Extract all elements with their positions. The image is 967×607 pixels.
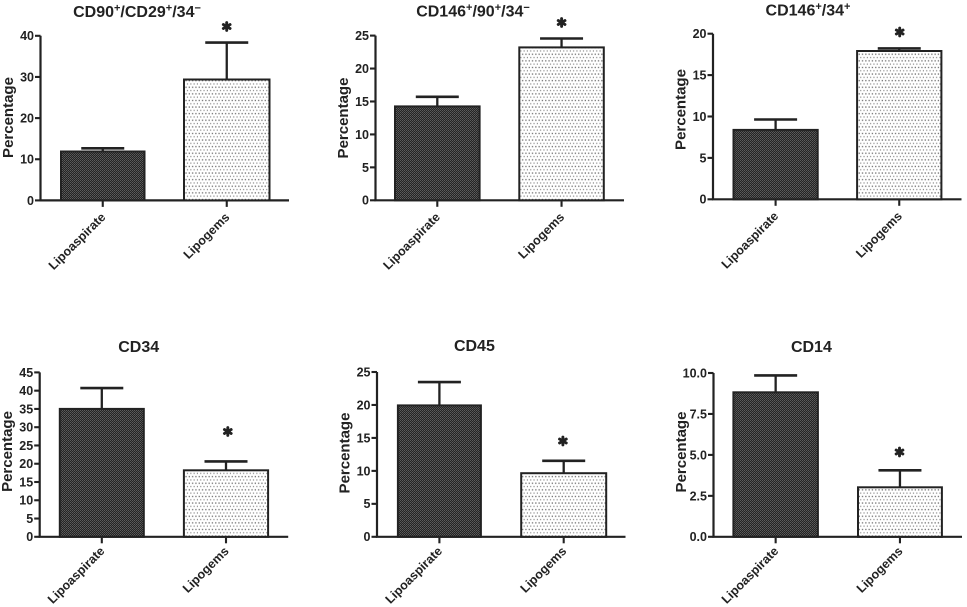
svg-text:25: 25 xyxy=(19,439,33,453)
svg-text:CD14: CD14 xyxy=(791,339,832,356)
svg-text:10: 10 xyxy=(19,494,33,508)
svg-text:Percentage: Percentage xyxy=(337,413,354,494)
svg-text:15: 15 xyxy=(357,431,371,445)
svg-text:0: 0 xyxy=(27,194,34,208)
svg-text:0: 0 xyxy=(26,530,33,544)
svg-text:25: 25 xyxy=(357,365,371,379)
svg-text:CD146+​/34+​: CD146+​/34+​ xyxy=(766,1,851,20)
svg-text:20: 20 xyxy=(357,398,371,412)
svg-text:15: 15 xyxy=(355,95,369,109)
svg-text:5: 5 xyxy=(700,151,707,165)
svg-text:10: 10 xyxy=(20,153,34,167)
svg-text:10: 10 xyxy=(355,128,369,142)
svg-text:15: 15 xyxy=(19,475,33,489)
svg-text:7.5: 7.5 xyxy=(690,407,707,421)
svg-text:CD45: CD45 xyxy=(454,338,495,355)
svg-text:CD34: CD34 xyxy=(118,339,159,356)
svg-text:20: 20 xyxy=(355,62,369,76)
svg-text:5: 5 xyxy=(364,497,371,511)
svg-text:10: 10 xyxy=(693,110,707,124)
svg-text:Percentage: Percentage xyxy=(673,412,690,493)
svg-text:Percentage: Percentage xyxy=(335,78,352,159)
svg-text:25: 25 xyxy=(355,29,369,43)
svg-text:0: 0 xyxy=(364,530,371,544)
svg-text:5.0: 5.0 xyxy=(690,448,707,462)
svg-text:30: 30 xyxy=(19,421,33,435)
svg-text:5: 5 xyxy=(26,512,33,526)
svg-text:45: 45 xyxy=(19,366,33,380)
svg-text:0: 0 xyxy=(362,194,369,208)
svg-text:Percentage: Percentage xyxy=(0,77,17,158)
svg-text:0: 0 xyxy=(700,193,707,207)
svg-text:20: 20 xyxy=(20,112,34,126)
svg-text:35: 35 xyxy=(19,402,33,416)
svg-text:20: 20 xyxy=(693,27,707,41)
svg-text:CD146+​/90+​/34−​: CD146+​/90+​/34−​ xyxy=(416,2,530,21)
svg-text:20: 20 xyxy=(19,457,33,471)
svg-text:40: 40 xyxy=(20,29,34,43)
svg-text:Percentage: Percentage xyxy=(0,411,16,492)
svg-text:2.5: 2.5 xyxy=(690,489,707,503)
svg-text:15: 15 xyxy=(693,69,707,83)
svg-text:40: 40 xyxy=(19,384,33,398)
svg-text:0.0: 0.0 xyxy=(690,530,707,544)
svg-text:10.0: 10.0 xyxy=(683,366,707,380)
svg-text:Percentage: Percentage xyxy=(673,69,690,150)
svg-text:30: 30 xyxy=(20,70,34,84)
svg-text:10: 10 xyxy=(357,464,371,478)
svg-text:5: 5 xyxy=(362,161,369,175)
svg-text:CD90+​/CD29+​/34−​: CD90+​/CD29+​/34−​ xyxy=(73,3,201,22)
